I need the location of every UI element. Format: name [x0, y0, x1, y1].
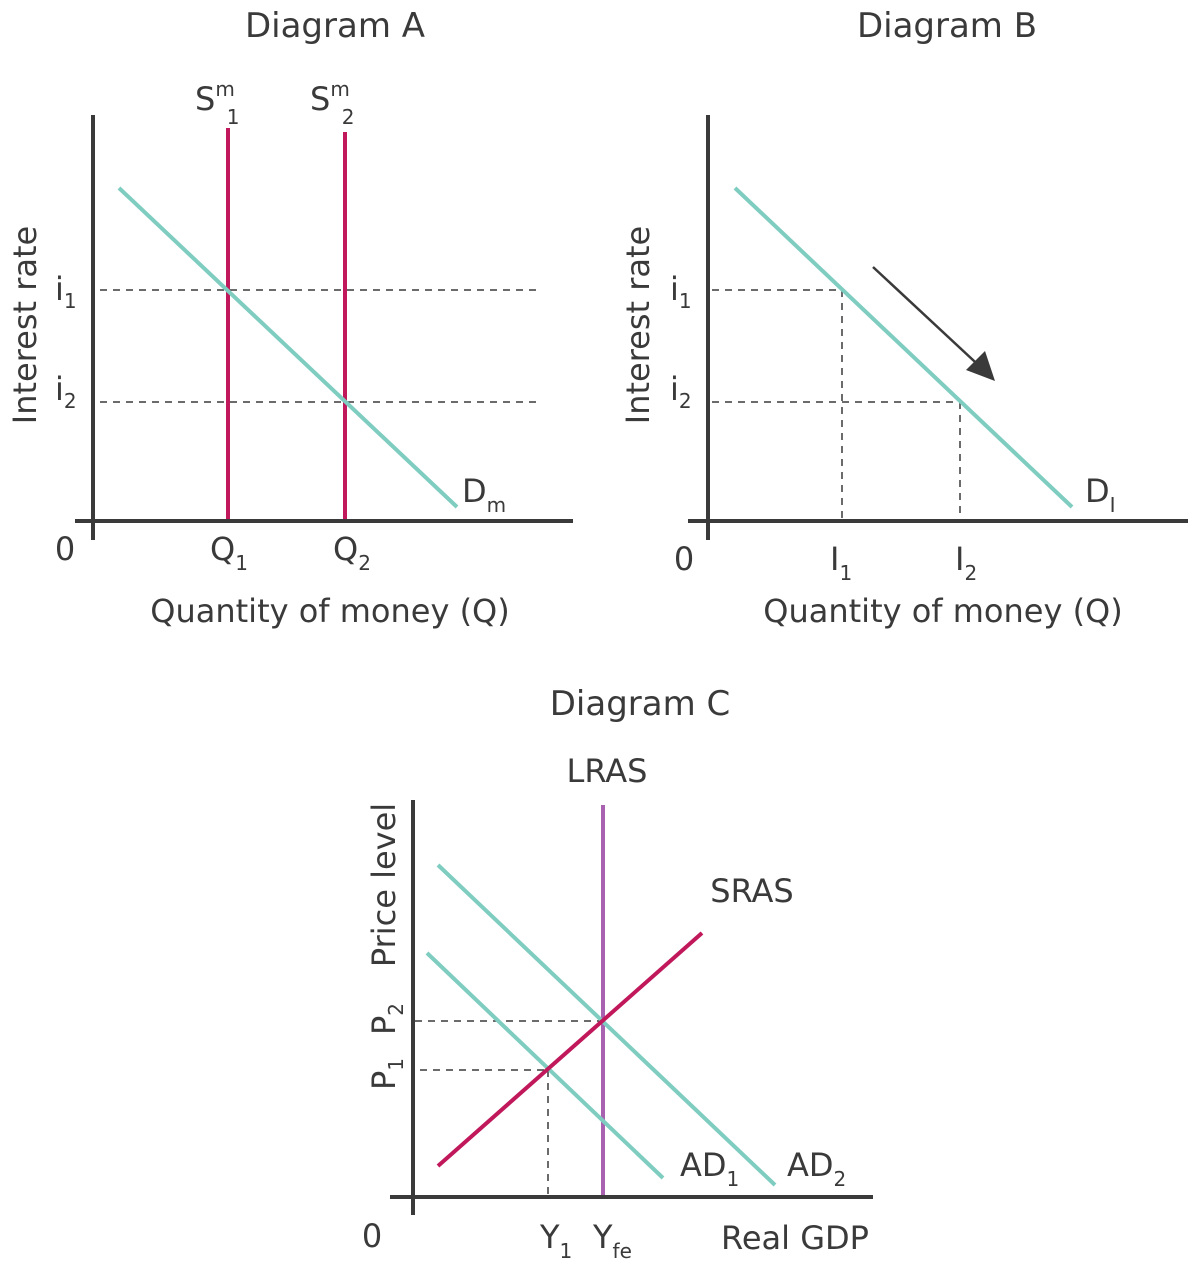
- x-axis-label: Quantity of money (Q): [763, 592, 1122, 630]
- i2-label: i2: [670, 370, 692, 413]
- yfe-label: Yfe: [592, 1218, 632, 1263]
- ad2-line: [436, 863, 777, 1187]
- ad1-line: [425, 951, 665, 1180]
- diagram-c: Diagram C LRAS SRAS Price level P2 P1 0 …: [362, 684, 873, 1263]
- diagram-b-title: Diagram B: [857, 6, 1037, 46]
- s2-label: Sm 2: [310, 77, 355, 129]
- q1-label: Q1: [210, 530, 248, 575]
- money-demand-line: [117, 186, 459, 509]
- s1-label: Sm 1: [195, 77, 240, 129]
- origin-label: 0: [674, 540, 694, 578]
- y-axis-label: Interest rate: [619, 226, 657, 424]
- i1-label: i1: [55, 270, 77, 313]
- i2-label: i2: [55, 370, 77, 413]
- diagram-b: Diagram B Interest rate Quantity of mone…: [619, 6, 1188, 630]
- p2-label: P2: [365, 1003, 408, 1035]
- p1-label: P1: [365, 1058, 408, 1090]
- i1-label: i1: [670, 270, 692, 313]
- sras-line: [436, 931, 704, 1168]
- investment-demand-line: [733, 186, 1074, 509]
- y-axis-label: Interest rate: [6, 226, 44, 424]
- x1-label: I1: [830, 540, 852, 585]
- x-axis-label: Quantity of money (Q): [150, 592, 509, 630]
- y-axis-label: Price level: [365, 803, 403, 967]
- origin-label: 0: [362, 1217, 382, 1255]
- diagram-a: Diagram A Interest rate Quantity of mone…: [6, 6, 573, 630]
- sras-label: SRAS: [710, 872, 793, 910]
- demand-label: Dm: [462, 472, 506, 517]
- x2-label: I2: [955, 540, 977, 585]
- lras-label: LRAS: [567, 752, 648, 790]
- x-axis-label: Real GDP: [721, 1219, 869, 1257]
- q2-label: Q2: [333, 530, 371, 575]
- diagram-a-title: Diagram A: [245, 6, 425, 46]
- origin-label: 0: [55, 530, 75, 568]
- ad2-label: AD2: [787, 1146, 846, 1191]
- movement-arrow-icon: [872, 266, 989, 375]
- demand-label: DI: [1085, 472, 1116, 517]
- diagram-c-title: Diagram C: [550, 684, 731, 724]
- ad1-label: AD1: [680, 1146, 739, 1191]
- arrow-head-icon: [966, 351, 995, 381]
- y1-label: Y1: [539, 1218, 572, 1263]
